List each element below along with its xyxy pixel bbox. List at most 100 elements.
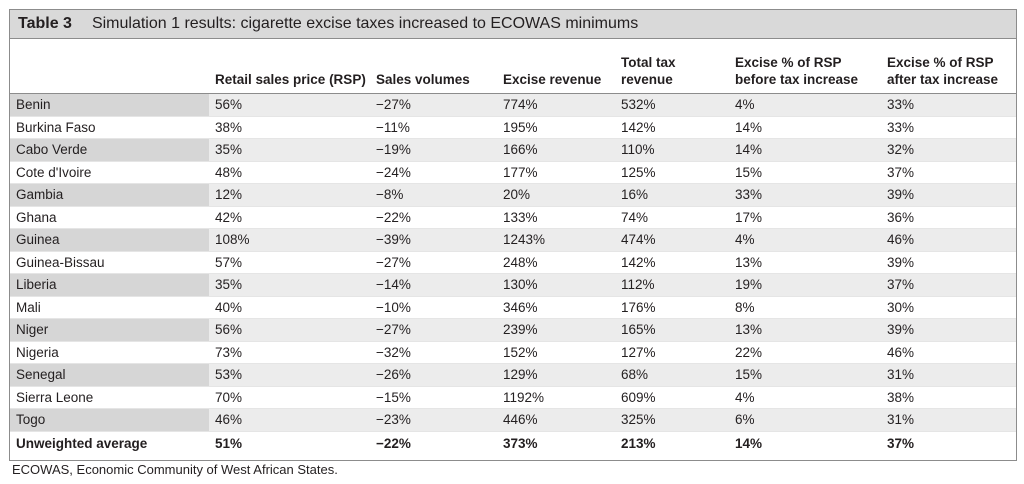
value-cell: −8% [370,183,497,207]
table-title-bar: Table 3 Simulation 1 results: cigarette … [10,10,1016,39]
value-cell: 127% [615,341,729,364]
value-cell: −32% [370,341,497,364]
value-cell: 129% [497,363,615,387]
value-cell: 346% [497,296,615,319]
value-cell: 239% [497,318,615,342]
table-title: Simulation 1 results: cigarette excise t… [91,15,639,32]
value-cell: 177% [497,161,615,184]
country-cell: Senegal [10,363,209,387]
value-cell: 13% [729,318,881,342]
value-cell: 15% [729,161,881,184]
country-cell: Guinea-Bissau [10,251,209,274]
average-value: 373% [497,430,615,456]
value-cell: 19% [729,273,881,297]
value-cell: 8% [729,296,881,319]
value-cell: −27% [370,318,497,342]
value-cell: 112% [615,273,729,297]
value-cell: 14% [729,138,881,162]
value-cell: 56% [209,318,370,342]
table-row: Nigeria 73% −32% 152% 127% 22% 46% [10,341,1016,364]
table-row: Togo 46% −23% 446% 325% 6% 31% [10,408,1016,432]
average-value: −22% [370,430,497,456]
country-cell: Cote d'Ivoire [10,161,209,184]
value-cell: 70% [209,386,370,409]
country-cell: Togo [10,408,209,432]
table-row: Cabo Verde 35% −19% 166% 110% 14% 32% [10,138,1016,162]
value-cell: 38% [881,386,1016,409]
value-cell: −19% [370,138,497,162]
value-cell: 20% [497,183,615,207]
value-cell: 16% [615,183,729,207]
table-row: Guinea 108% −39% 1243% 474% 4% 46% [10,228,1016,252]
value-cell: 774% [497,93,615,117]
value-cell: −10% [370,296,497,319]
value-cell: 133% [497,206,615,229]
column-header: Excise revenue [497,39,615,94]
value-cell: 474% [615,228,729,252]
value-cell: 39% [881,183,1016,207]
table-row: Niger 56% −27% 239% 165% 13% 39% [10,318,1016,342]
country-cell: Guinea [10,228,209,252]
table-label: Table 3 [18,15,72,32]
table-row: Guinea-Bissau 57% −27% 248% 142% 13% 39% [10,251,1016,274]
value-cell: −27% [370,251,497,274]
country-cell: Cabo Verde [10,138,209,162]
table-footnote: ECOWAS, Economic Community of West Afric… [12,462,338,477]
value-cell: 53% [209,363,370,387]
average-row: Unweighted average 51% −22% 373% 213% 14% 37% [10,430,1016,456]
table-row: Mali 40% −10% 346% 176% 8% 30% [10,296,1016,319]
value-cell: 46% [209,408,370,432]
value-cell: 125% [615,161,729,184]
value-cell: 22% [729,341,881,364]
value-cell: 35% [209,138,370,162]
average-value: 14% [729,430,881,456]
country-cell: Benin [10,93,209,117]
average-value: 213% [615,430,729,456]
value-cell: 13% [729,251,881,274]
value-cell: 4% [729,228,881,252]
country-cell: Nigeria [10,341,209,364]
value-cell: 33% [729,183,881,207]
country-cell: Gambia [10,183,209,207]
average-label: Unweighted average [10,430,209,456]
value-cell: 46% [881,341,1016,364]
table-body: Benin 56% −27% 774% 532% 4% 33% Burkina Faso 38%… [10,93,1016,456]
value-cell: 130% [497,273,615,297]
value-cell: 30% [881,296,1016,319]
value-cell: 57% [209,251,370,274]
average-value: 51% [209,430,370,456]
value-cell: −22% [370,206,497,229]
average-value: 37% [881,430,1016,456]
table-row: Cote d'Ivoire 48% −24% 177% 125% 15% 37% [10,161,1016,184]
column-header: Total tax revenue [615,39,729,94]
results-table: Table 3 Simulation 1 results: cigarette … [9,9,1017,461]
country-cell: Burkina Faso [10,116,209,139]
value-cell: 17% [729,206,881,229]
table-row: Gambia 12% −8% 20% 16% 33% 39% [10,183,1016,207]
value-cell: 36% [881,206,1016,229]
country-cell: Sierra Leone [10,386,209,409]
value-cell: −27% [370,93,497,117]
value-cell: −39% [370,228,497,252]
value-cell: 446% [497,408,615,432]
table-row: Sierra Leone 70% −15% 1192% 609% 4% 38% [10,386,1016,409]
column-header: Retail sales price (RSP) [209,39,370,94]
value-cell: 39% [881,251,1016,274]
value-cell: 152% [497,341,615,364]
value-cell: 35% [209,273,370,297]
table-row: Ghana 42% −22% 133% 74% 17% 36% [10,206,1016,229]
table-row: Liberia 35% −14% 130% 112% 19% 37% [10,273,1016,297]
value-cell: −23% [370,408,497,432]
value-cell: 32% [881,138,1016,162]
table-row: Burkina Faso 38% −11% 195% 142% 14% 33% [10,116,1016,139]
value-cell: 195% [497,116,615,139]
value-cell: −14% [370,273,497,297]
value-cell: 108% [209,228,370,252]
value-cell: 31% [881,363,1016,387]
value-cell: 68% [615,363,729,387]
column-header [10,39,209,94]
value-cell: 532% [615,93,729,117]
value-cell: 15% [729,363,881,387]
value-cell: 42% [209,206,370,229]
value-cell: 31% [881,408,1016,432]
